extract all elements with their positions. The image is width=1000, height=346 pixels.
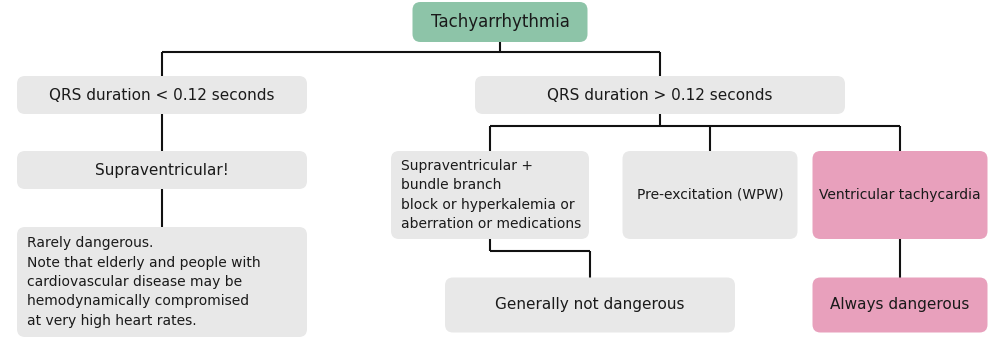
FancyBboxPatch shape [475, 76, 845, 114]
Text: QRS duration < 0.12 seconds: QRS duration < 0.12 seconds [49, 88, 275, 102]
FancyBboxPatch shape [17, 151, 307, 189]
Text: Pre-excitation (WPW): Pre-excitation (WPW) [637, 188, 783, 202]
Text: QRS duration > 0.12 seconds: QRS duration > 0.12 seconds [547, 88, 773, 102]
Text: Tachyarrhythmia: Tachyarrhythmia [431, 13, 569, 31]
Text: Rarely dangerous.
Note that elderly and people with
cardiovascular disease may b: Rarely dangerous. Note that elderly and … [27, 236, 261, 328]
FancyBboxPatch shape [812, 151, 988, 239]
Text: Supraventricular +
bundle branch
block or hyperkalemia or
aberration or medicati: Supraventricular + bundle branch block o… [401, 159, 581, 231]
FancyBboxPatch shape [622, 151, 798, 239]
FancyBboxPatch shape [812, 277, 988, 333]
FancyBboxPatch shape [413, 2, 588, 42]
FancyBboxPatch shape [17, 76, 307, 114]
FancyBboxPatch shape [17, 227, 307, 337]
FancyBboxPatch shape [391, 151, 589, 239]
Text: Generally not dangerous: Generally not dangerous [495, 298, 685, 312]
Text: Supraventricular!: Supraventricular! [95, 163, 229, 177]
Text: Always dangerous: Always dangerous [830, 298, 970, 312]
FancyBboxPatch shape [445, 277, 735, 333]
Text: Ventricular tachycardia: Ventricular tachycardia [819, 188, 981, 202]
